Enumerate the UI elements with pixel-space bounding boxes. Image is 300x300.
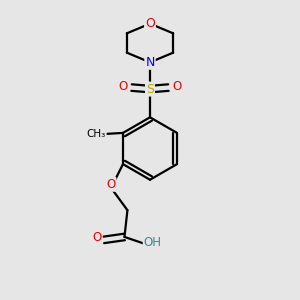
Text: O: O: [106, 178, 116, 191]
Text: S: S: [146, 82, 154, 96]
Text: O: O: [172, 80, 182, 93]
Text: OH: OH: [144, 236, 162, 249]
Text: O: O: [118, 80, 128, 93]
Text: O: O: [145, 17, 155, 30]
Text: O: O: [92, 231, 102, 244]
Text: N: N: [145, 56, 155, 69]
Text: CH₃: CH₃: [87, 129, 106, 140]
